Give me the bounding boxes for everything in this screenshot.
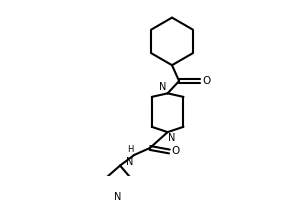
Text: O: O xyxy=(171,146,179,156)
Text: N: N xyxy=(169,133,176,143)
Text: N: N xyxy=(159,82,167,92)
Text: O: O xyxy=(202,76,210,86)
Text: N: N xyxy=(126,157,133,167)
Text: H: H xyxy=(127,145,133,154)
Text: N: N xyxy=(114,192,121,200)
